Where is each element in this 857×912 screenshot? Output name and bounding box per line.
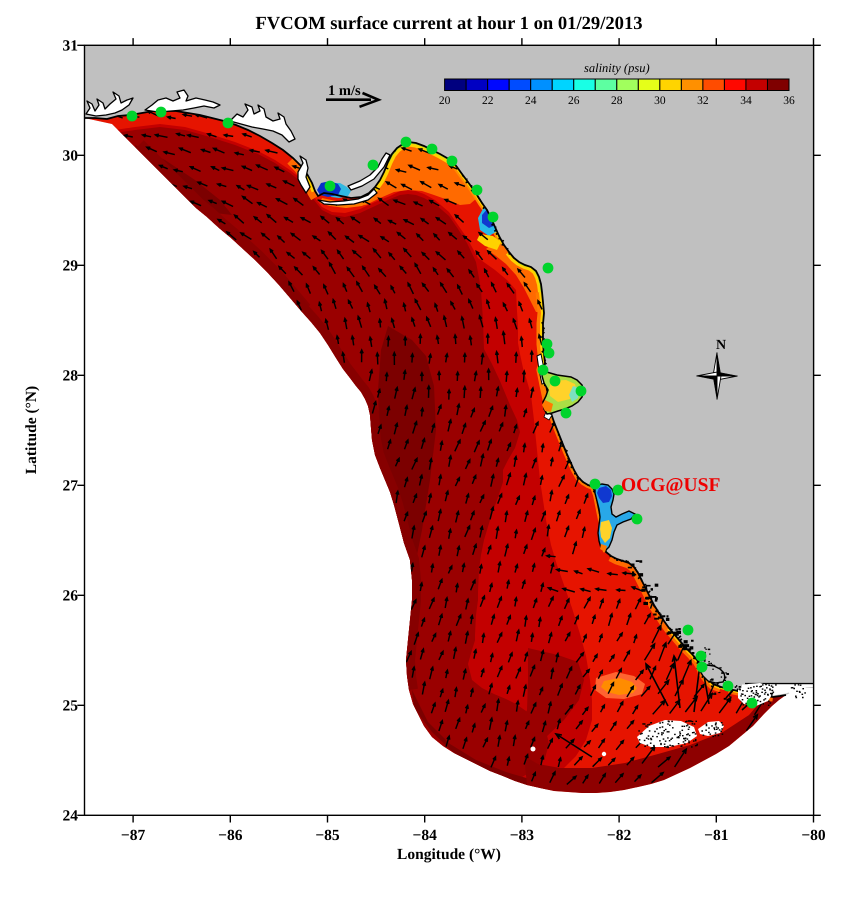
svg-text:−85: −85 <box>315 827 340 844</box>
svg-text:24: 24 <box>63 808 79 825</box>
svg-text:−87: −87 <box>121 827 146 844</box>
svg-text:−81: −81 <box>704 827 728 844</box>
svg-text:Longitude (°W): Longitude (°W) <box>397 846 501 863</box>
svg-text:FVCOM surface current at hour: FVCOM surface current at hour 1 on 01/29… <box>255 13 642 34</box>
svg-text:1 m/s: 1 m/s <box>328 83 361 99</box>
svg-text:26: 26 <box>63 588 79 605</box>
svg-text:24: 24 <box>525 95 537 107</box>
svg-text:22: 22 <box>482 95 494 107</box>
svg-text:25: 25 <box>63 698 79 715</box>
svg-text:20: 20 <box>439 95 451 107</box>
svg-text:28: 28 <box>611 95 623 107</box>
svg-text:−86: −86 <box>218 827 243 844</box>
svg-text:30: 30 <box>654 95 666 107</box>
svg-text:salinity (psu): salinity (psu) <box>584 61 650 75</box>
svg-text:Latitude (°N): Latitude (°N) <box>23 386 40 474</box>
svg-text:36: 36 <box>783 95 795 107</box>
svg-text:−82: −82 <box>607 827 632 844</box>
svg-text:31: 31 <box>63 38 79 55</box>
svg-text:−83: −83 <box>510 827 535 844</box>
svg-text:−80: −80 <box>801 827 826 844</box>
svg-text:32: 32 <box>697 95 709 107</box>
svg-text:N: N <box>716 338 726 353</box>
svg-text:30: 30 <box>63 148 79 165</box>
svg-text:−84: −84 <box>413 827 438 844</box>
svg-text:OCG@USF: OCG@USF <box>621 475 720 496</box>
svg-text:27: 27 <box>63 478 79 495</box>
svg-text:34: 34 <box>740 95 752 107</box>
svg-text:28: 28 <box>63 368 79 385</box>
svg-text:29: 29 <box>63 258 79 275</box>
svg-text:26: 26 <box>568 95 580 107</box>
